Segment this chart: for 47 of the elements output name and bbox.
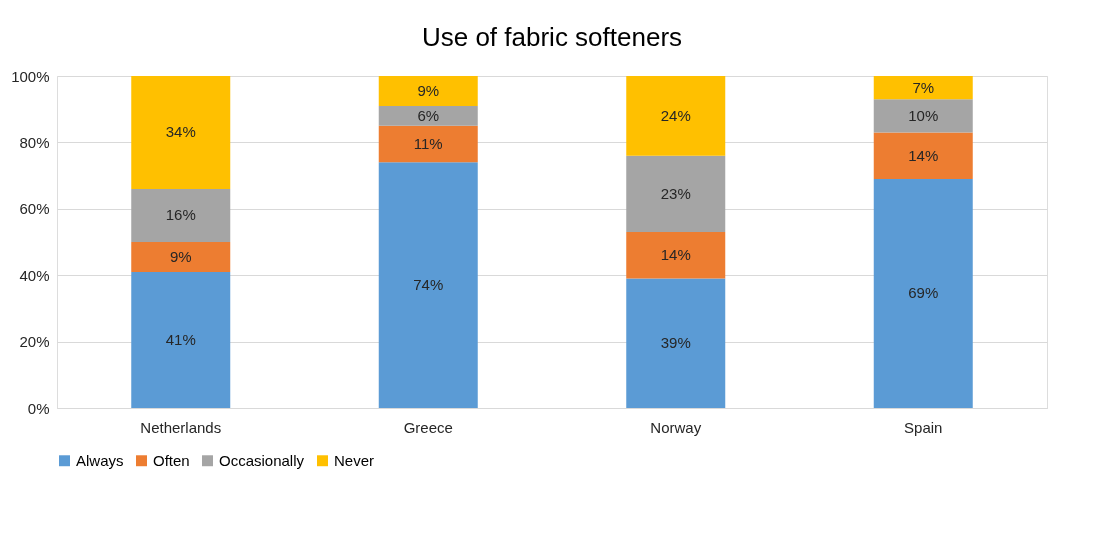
data-label: 41%	[165, 330, 196, 348]
data-label: 16%	[165, 206, 196, 224]
bar	[626, 155, 726, 233]
data-label: 6%	[417, 106, 440, 124]
bar	[378, 105, 478, 126]
data-label: 74%	[413, 276, 444, 294]
bar	[378, 125, 478, 163]
legend-label: Always	[76, 451, 124, 469]
bar	[873, 178, 973, 408]
bar	[626, 76, 726, 156]
bar	[131, 242, 231, 272]
data-label: 34%	[165, 123, 196, 141]
x-tick-label: Norway	[650, 418, 702, 436]
data-label: 69%	[908, 284, 939, 302]
legend-label: Occasionally	[219, 451, 305, 469]
data-label: 14%	[660, 246, 691, 264]
y-tick-label: 100%	[11, 67, 50, 85]
data-label: 9%	[169, 247, 192, 265]
bar	[131, 76, 231, 189]
bar	[873, 76, 973, 100]
data-label: 11%	[413, 135, 443, 153]
data-label: 7%	[912, 78, 935, 96]
x-tick-label: Netherlands	[140, 418, 222, 436]
chart-title: Use of fabric softeners	[421, 22, 683, 52]
bar	[873, 132, 973, 179]
y-tick-label: 80%	[19, 133, 50, 151]
bar	[873, 99, 973, 133]
data-label: 24%	[660, 106, 691, 124]
data-label: 9%	[417, 81, 440, 99]
x-tick-label: Greece	[403, 418, 453, 436]
legend-label: Often	[153, 451, 190, 469]
data-label: 23%	[660, 184, 691, 202]
bar	[626, 278, 726, 408]
data-label: 14%	[908, 146, 939, 164]
bar	[378, 162, 478, 408]
bar	[131, 188, 231, 242]
bar	[131, 271, 231, 408]
data-label: 10%	[908, 106, 939, 124]
y-tick-label: 0%	[27, 399, 50, 417]
legend-label: Never	[334, 451, 375, 469]
bar	[626, 232, 726, 279]
y-tick-label: 20%	[19, 333, 50, 351]
data-label: 39%	[660, 334, 691, 352]
x-tick-label: Spain	[904, 418, 943, 436]
y-tick-label: 40%	[19, 266, 50, 284]
bar	[378, 76, 478, 106]
y-tick-label: 60%	[19, 200, 50, 218]
